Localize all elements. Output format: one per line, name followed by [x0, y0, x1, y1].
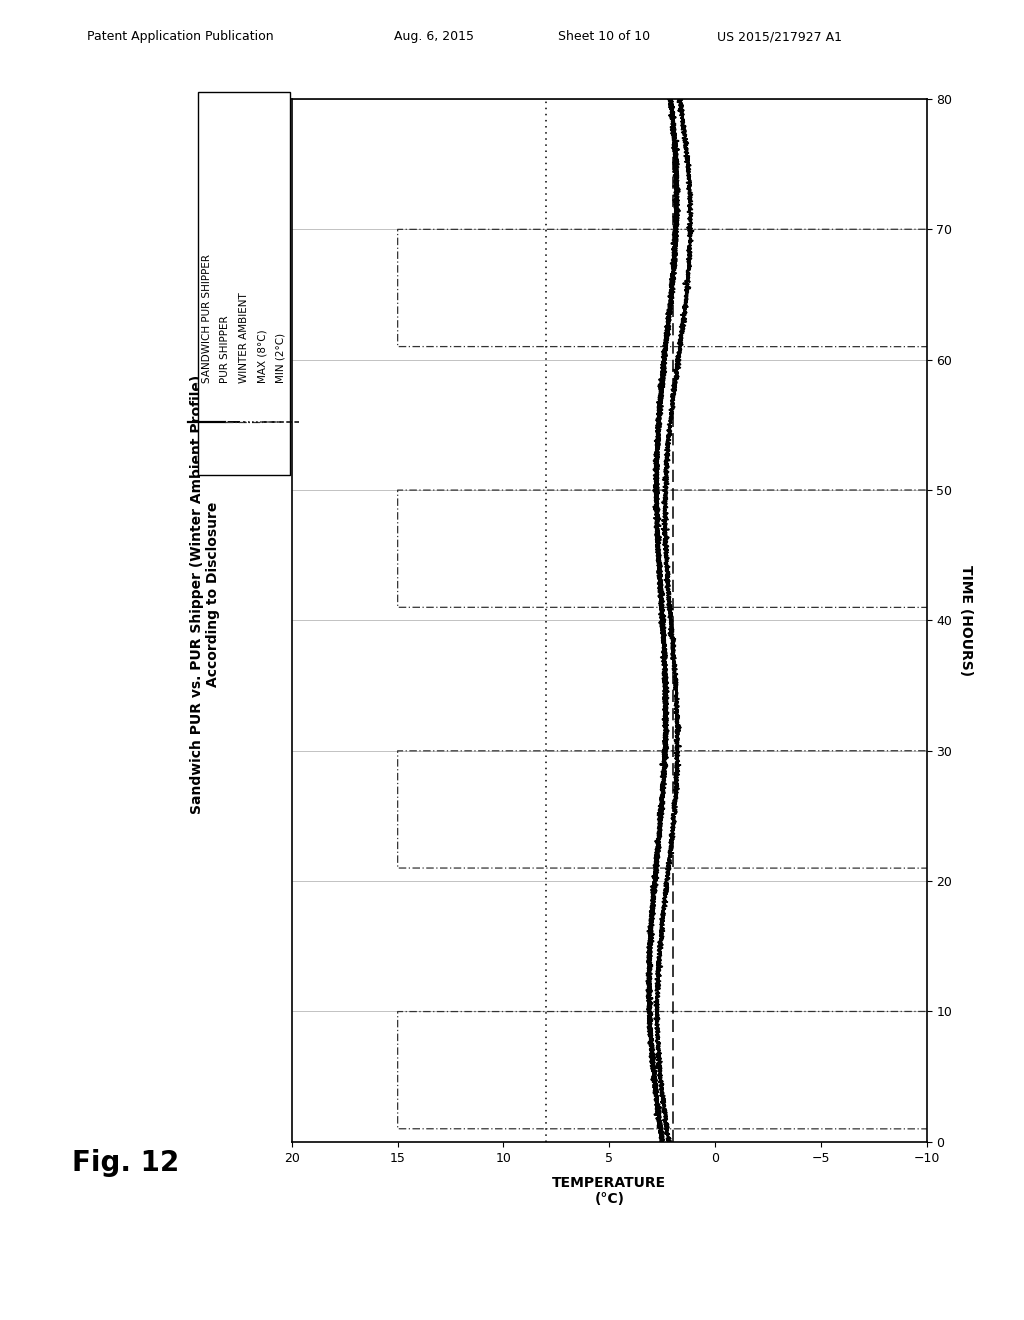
Text: Sheet 10 of 10: Sheet 10 of 10	[558, 30, 650, 44]
Text: Aug. 6, 2015: Aug. 6, 2015	[394, 30, 474, 44]
Text: Patent Application Publication: Patent Application Publication	[87, 30, 273, 44]
Text: Fig. 12: Fig. 12	[72, 1150, 179, 1177]
Text: MIN (2°C): MIN (2°C)	[275, 333, 286, 383]
Y-axis label: TIME (HOURS): TIME (HOURS)	[959, 565, 973, 676]
Text: US 2015/217927 A1: US 2015/217927 A1	[717, 30, 842, 44]
Text: MAX (8°C): MAX (8°C)	[257, 329, 267, 383]
Text: SANDWICH PUR SHIPPER: SANDWICH PUR SHIPPER	[202, 253, 212, 383]
Text: WINTER AMBIENT: WINTER AMBIENT	[239, 292, 249, 383]
X-axis label: TEMPERATURE
(°C): TEMPERATURE (°C)	[552, 1176, 667, 1206]
Text: PUR SHIPPER: PUR SHIPPER	[220, 315, 230, 383]
Text: Sandwich PUR vs. PUR Shipper (Winter Ambient Profile)
According to Disclosure: Sandwich PUR vs. PUR Shipper (Winter Amb…	[189, 375, 220, 813]
